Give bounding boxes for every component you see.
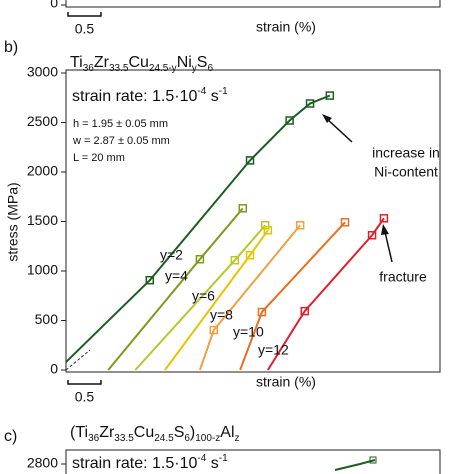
data-marker — [263, 226, 273, 235]
series-line — [164, 229, 269, 371]
data-marker — [300, 306, 310, 316]
annotation: fracture — [379, 269, 427, 285]
arrow — [325, 117, 353, 143]
annotation: L = 20 mm — [73, 152, 125, 164]
text-part: -1 — [219, 86, 228, 97]
rich-text: strain rate: 1.5·10-4 s-1 — [72, 453, 228, 472]
text-part: 33.5 — [114, 433, 134, 444]
series-line — [134, 224, 266, 371]
data-marker — [209, 325, 219, 335]
panel-label: b) — [4, 39, 18, 56]
text-part: strain rate: 1.5·10 — [72, 455, 198, 472]
annotation: h = 1.95 ± 0.05 mm — [73, 118, 168, 130]
rich-text: Ti36Zr33.5Cu24.5-yNiyS6 — [70, 54, 213, 74]
text-part: 36 — [83, 63, 95, 74]
text-part: S — [174, 424, 185, 441]
text-part: Zr — [99, 424, 115, 441]
text-part: -4 — [197, 453, 206, 464]
y-tick-label: 2000 — [27, 163, 58, 179]
y-tick-label: 1000 — [27, 262, 58, 278]
fit-line — [65, 349, 91, 371]
scale-bar — [67, 12, 102, 17]
text-part: Ni — [177, 54, 192, 71]
x-axis-label: strain (%) — [256, 374, 316, 390]
y-tick-label: 1500 — [27, 212, 58, 228]
series-line — [239, 221, 346, 371]
series-line — [107, 207, 244, 371]
text-part: Ti — [70, 54, 83, 71]
data-marker — [295, 221, 305, 230]
data-marker — [367, 231, 377, 240]
scale-bar-label: 0.5 — [75, 21, 95, 37]
text-part: 100-z — [195, 433, 220, 444]
text-part: 6 — [184, 433, 190, 444]
series-line — [198, 224, 301, 371]
text-part: z — [235, 433, 240, 444]
text-part: strain rate: 1.5·10 — [72, 88, 198, 105]
data-marker — [238, 204, 248, 213]
arrow-head — [322, 114, 332, 123]
text-part: ) — [190, 424, 195, 441]
y-tick-label: 0 — [50, 0, 58, 11]
text-part: Cu — [128, 54, 148, 71]
y-axis-label: stress (MPa) — [5, 182, 21, 261]
text-part: -4 — [197, 86, 206, 97]
text-part: Al — [220, 424, 234, 441]
text-part: 36 — [88, 433, 100, 444]
text-part: s — [206, 88, 218, 105]
text-part: y — [192, 63, 197, 74]
x-axis-label: strain (%) — [256, 19, 316, 35]
scale-bar — [67, 380, 102, 385]
data-marker — [245, 251, 255, 260]
series-label: y=10 — [233, 324, 264, 340]
y-tick-label: 0 — [50, 361, 58, 377]
text-part: 24.5-y — [149, 63, 177, 74]
data-marker — [340, 218, 350, 227]
data-marker — [379, 214, 389, 223]
panel-a-frame — [65, 0, 441, 8]
series-label: y=8 — [210, 307, 233, 323]
annotation: increase in — [372, 145, 440, 161]
panel-c-frame — [65, 449, 441, 474]
text-part: Zr — [94, 54, 110, 71]
series-line — [266, 217, 385, 371]
marker-fragment — [369, 456, 377, 464]
curve-fragment — [334, 459, 376, 471]
text-part: 33.5 — [109, 63, 129, 74]
y-tick-label: 2500 — [27, 113, 58, 129]
series-label: y=2 — [160, 247, 183, 263]
data-marker — [305, 99, 315, 108]
y-tick-label: 500 — [35, 311, 59, 327]
text-part: -1 — [219, 453, 228, 464]
series-label: y=4 — [165, 268, 188, 284]
arrow-head — [381, 224, 389, 235]
data-marker — [285, 116, 294, 125]
series-label: y=6 — [192, 288, 215, 304]
text-part: 24.5 — [154, 433, 174, 444]
text-part: (Ti — [70, 424, 88, 441]
arrow — [384, 231, 393, 263]
data-marker — [245, 156, 255, 165]
data-marker — [260, 221, 270, 230]
y-tick-label: 2800 — [27, 455, 58, 471]
data-marker — [257, 307, 267, 317]
data-marker — [325, 91, 335, 100]
scale-bar-label: 0.5 — [75, 389, 95, 405]
text-part: s — [206, 455, 218, 472]
text-part: Cu — [134, 424, 154, 441]
data-marker — [195, 254, 205, 264]
series-label: y=12 — [258, 342, 289, 358]
data-marker — [230, 255, 240, 265]
y-tick-label: 3000 — [27, 64, 58, 80]
annotation: w = 2.87 ± 0.05 mm — [72, 135, 170, 147]
text-part: 6 — [207, 63, 213, 74]
panel-label: c) — [4, 428, 17, 445]
annotation: Ni-content — [374, 164, 438, 180]
data-marker — [145, 275, 155, 285]
rich-text: strain rate: 1.5·10-4 s-1 — [72, 86, 228, 105]
text-part: S — [197, 54, 208, 71]
rich-text: (Ti36Zr33.5Cu24.5S6)100-zAlz — [70, 424, 240, 444]
